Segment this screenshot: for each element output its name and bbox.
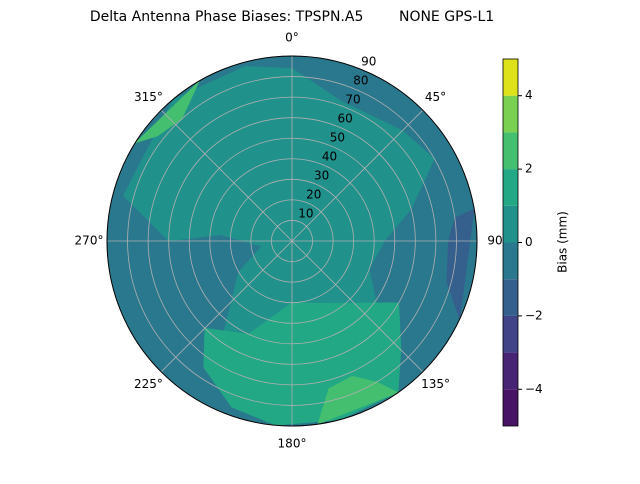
colorbar-bin [503,169,518,206]
r-tick-label: 90 [361,55,376,69]
r-tick-label: 60 [338,112,353,126]
contour-region [317,375,399,425]
theta-tick-label: 270° [75,234,104,248]
grid-spoke [291,240,424,373]
colorbar-tick-label: 2 [525,162,533,176]
r-tick-label: 80 [353,74,368,88]
colorbar-bin [503,205,518,243]
theta-tick-label: 180° [278,437,307,451]
colorbar-bin [503,315,518,353]
r-tick-label: 30 [314,169,329,183]
colorbar-tick-label: −4 [525,382,543,396]
colorbar-bin [503,95,518,133]
theta-tick-label: 0° [285,31,299,45]
theta-tick-label: 225° [134,377,163,391]
contour-region [446,208,475,320]
colorbar-bin [503,352,518,390]
theta-tick-label: 45° [425,90,446,104]
theta-tick-label: 315° [134,90,163,104]
colorbar-tick-label: −2 [525,308,543,322]
polar-frame [106,55,478,427]
colorbar-bin [503,389,518,426]
r-tick-label: 40 [322,150,337,164]
colorbar-bin [503,279,518,316]
colorbar-label: Bias (mm) [556,211,570,273]
colorbar-bin [503,59,518,96]
theta-tick-label: 90 [487,234,502,248]
grid-spoke [291,109,424,242]
chart-title: Delta Antenna Phase Biases: TPSPN.A5 NON… [90,9,494,25]
colorbar-tick-label: 0 [525,235,533,249]
r-tick-label: 70 [345,93,360,107]
colorbar-bin [503,132,518,170]
grid-spoke [160,240,293,373]
theta-tick-label: 135° [421,377,450,391]
colorbar-tick-label: 4 [525,88,533,102]
r-tick-label: 10 [298,207,313,221]
colorbar-bin [503,242,518,280]
grid-spoke [160,109,293,242]
r-tick-label: 20 [306,188,321,202]
r-tick-label: 50 [330,131,345,145]
